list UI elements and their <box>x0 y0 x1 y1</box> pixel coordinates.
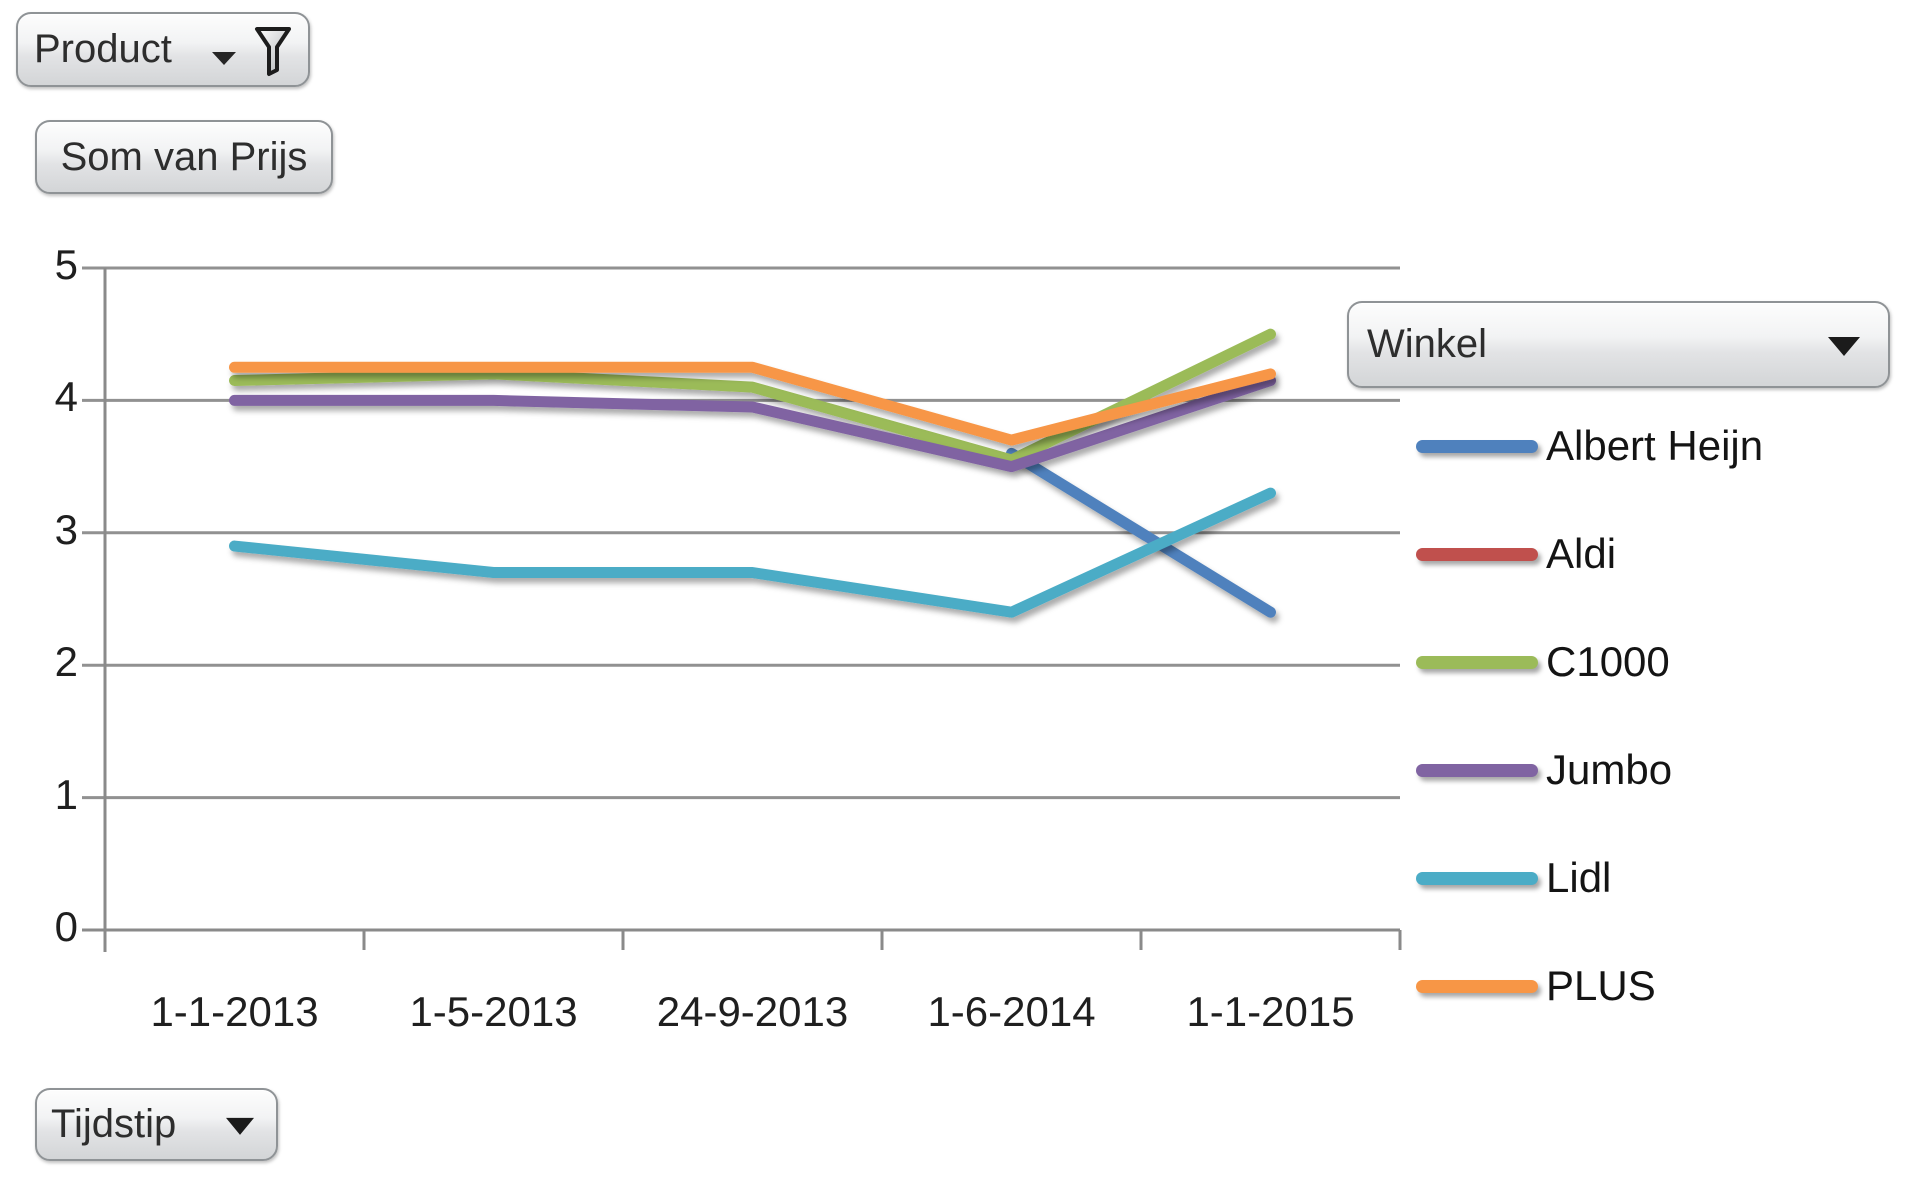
legend-label: Lidl <box>1546 854 1612 901</box>
product-field-button[interactable]: Product <box>16 12 310 87</box>
legend-line-swatch <box>1416 979 1538 993</box>
series-line-jumbo <box>229 375 1276 473</box>
legend-item-c1000: C1000 <box>1416 638 1670 685</box>
y-tick-label-0: 0 <box>54 903 78 950</box>
legend-item-plus: PLUS <box>1416 962 1656 1009</box>
series-line-plus <box>229 361 1276 446</box>
legend-item-jumbo: Jumbo <box>1416 746 1673 793</box>
legend-line-swatch <box>1416 439 1538 453</box>
y-tick-label-3: 3 <box>54 505 78 553</box>
legend-field-button[interactable]: Winkel <box>1347 301 1890 388</box>
legend-label: Aldi <box>1546 530 1617 577</box>
x-tick-label: 1-1-2013 <box>150 988 319 1035</box>
y-tick-label-5: 5 <box>54 241 78 288</box>
x-tick-label: 1-1-2015 <box>1186 988 1355 1035</box>
legend-label: Jumbo <box>1546 746 1673 793</box>
series-line-lidl <box>229 487 1276 618</box>
x-tick-label: 1-5-2013 <box>409 988 578 1035</box>
chevron-down-icon <box>212 52 236 65</box>
legend-label: C1000 <box>1546 638 1670 685</box>
axis-field-label: Tijdstip <box>51 1102 177 1146</box>
axis-field-button[interactable]: Tijdstip <box>35 1088 278 1161</box>
series-line-albert-heijn <box>1006 447 1276 618</box>
triangle-down-icon <box>226 1117 254 1135</box>
legend-label: Albert Heijn <box>1546 422 1764 469</box>
legend-line-swatch <box>1416 655 1538 669</box>
legend-item-lidl: Lidl <box>1416 854 1612 901</box>
legend-item-aldi: Aldi <box>1416 530 1617 577</box>
product-field-label: Product <box>34 27 172 71</box>
legend-line-swatch <box>1416 763 1538 777</box>
y-tick-label-2: 2 <box>54 638 78 686</box>
y-tick-label-4: 4 <box>54 373 78 421</box>
filter-funnel-icon <box>255 27 291 76</box>
legend-label: PLUS <box>1546 962 1656 1009</box>
value-field-label: Som van Prijs <box>60 134 308 179</box>
value-field-button[interactable]: Som van Prijs <box>35 120 333 194</box>
y-tick-label-1: 1 <box>54 770 78 818</box>
x-tick-label: 24-9-2013 <box>656 988 849 1035</box>
x-tick-label: 1-6-2014 <box>927 988 1096 1035</box>
legend-line-swatch <box>1416 547 1538 561</box>
legend-field-label: Winkel <box>1367 322 1488 366</box>
triangle-down-icon <box>1828 336 1860 356</box>
legend-line-swatch <box>1416 871 1538 885</box>
legend-item-albert-heijn: Albert Heijn <box>1416 422 1764 469</box>
